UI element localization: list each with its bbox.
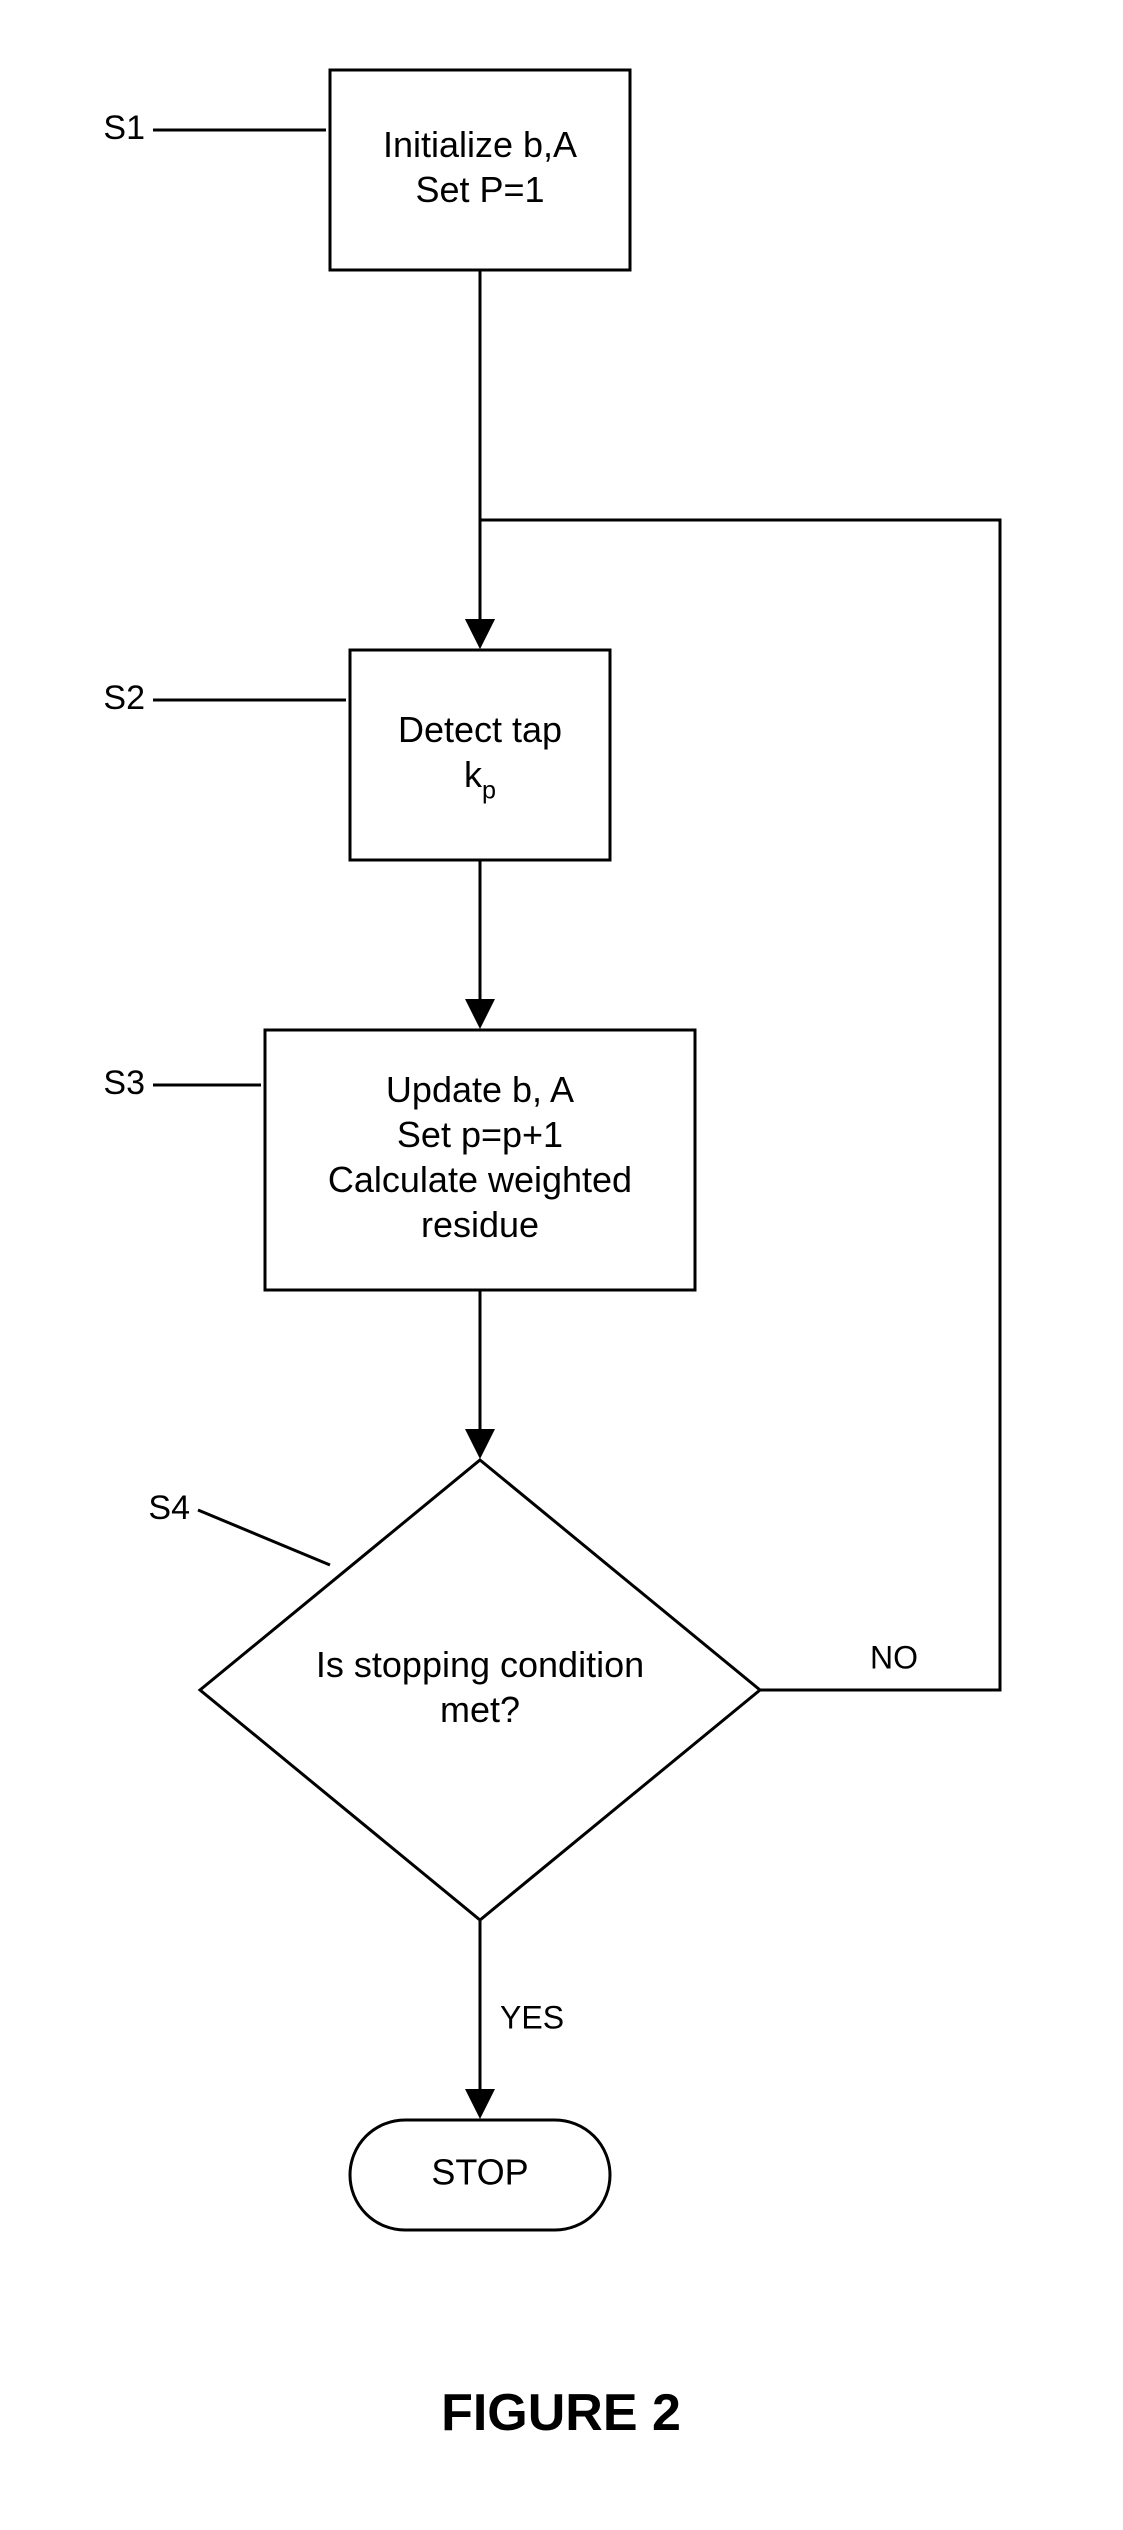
node-text-line: met? <box>440 1689 520 1730</box>
step-label-s1: S1 <box>103 109 145 147</box>
node-text-line: Is stopping condition <box>316 1644 644 1685</box>
node-text-line: STOP <box>431 2152 528 2193</box>
node-text-line: Initialize b,A <box>383 124 577 165</box>
step-label-s3: S3 <box>103 1064 145 1102</box>
step-label-s4: S4 <box>148 1489 190 1527</box>
figure-title: FIGURE 2 <box>441 2384 681 2442</box>
node-text-line: Detect tap <box>398 709 562 750</box>
node-text-line: Calculate weighted <box>328 1159 632 1200</box>
leader-line <box>198 1510 330 1565</box>
step-label-s2: S2 <box>103 679 145 717</box>
edge-label: YES <box>500 1999 564 2035</box>
node-text-line: Set p=p+1 <box>397 1114 563 1155</box>
edge-label: NO <box>870 1639 918 1675</box>
node-text-line: residue <box>421 1204 539 1245</box>
node-text-line: Set P=1 <box>415 169 544 210</box>
node-text-line: Update b, A <box>386 1069 574 1110</box>
